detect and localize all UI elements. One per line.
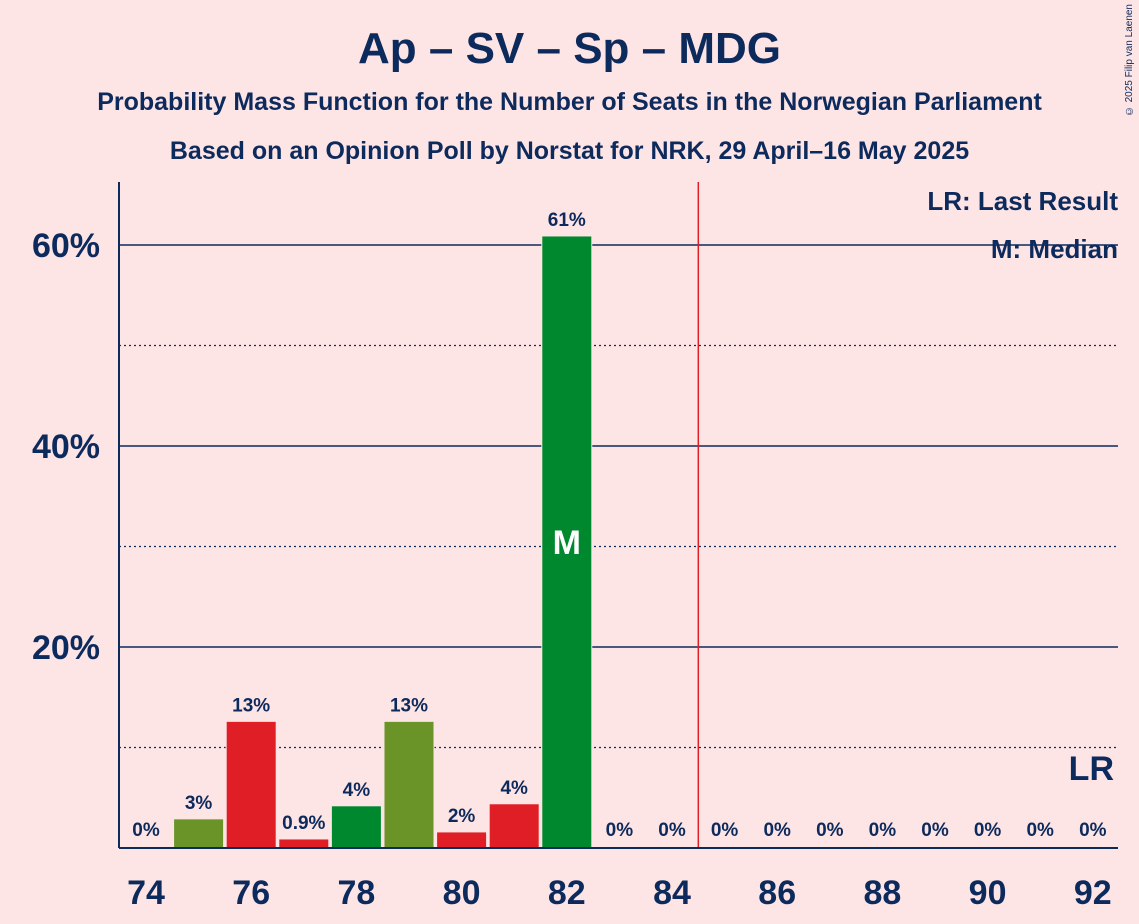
bar-value-label: 13% [390, 695, 428, 716]
legend-median: M: Median [991, 234, 1118, 264]
bar-value-label: 0% [1079, 820, 1107, 841]
bar-value-label: 4% [343, 780, 371, 801]
bar-value-label: 0% [658, 820, 686, 841]
bar-value-label: 0% [816, 820, 844, 841]
bar-value-label: 0% [606, 820, 634, 841]
bar-value-label: 0% [974, 820, 1002, 841]
bar-value-label: 0% [132, 820, 160, 841]
bar-value-label: 61% [548, 210, 586, 231]
bar-value-label: 0% [711, 820, 739, 841]
bar-value-label: 0.9% [282, 813, 325, 834]
bar-value-label: 3% [185, 793, 213, 814]
x-tick-label: 88 [863, 874, 901, 912]
bar-value-label: 0% [1026, 820, 1054, 841]
bar-value-label: 0% [763, 820, 791, 841]
chart-subtitle-poll: Based on an Opinion Poll by Norstat for … [169, 137, 970, 165]
x-tick-label: 80 [443, 874, 481, 912]
chart-subtitle: Probability Mass Function for the Number… [97, 88, 1042, 116]
x-tick-label: 92 [1074, 874, 1112, 912]
bar-seat-81 [488, 803, 540, 849]
bar-seat-82 [541, 235, 593, 849]
x-tick-label: 76 [232, 874, 270, 912]
x-tick-label: 84 [653, 874, 691, 912]
chart-title: Ap – SV – Sp – MDG [358, 24, 781, 73]
bar-seat-76 [225, 720, 277, 849]
bar-value-label: 0% [921, 820, 949, 841]
bar-seat-77 [278, 838, 330, 849]
legend-last-result: LR: Last Result [927, 186, 1118, 216]
bar-value-label: 0% [869, 820, 897, 841]
bar-value-label: 13% [232, 695, 270, 716]
x-tick-label: 78 [337, 874, 375, 912]
bar-seat-78 [330, 805, 382, 849]
x-tick-label: 86 [758, 874, 796, 912]
bar-seat-79 [383, 720, 435, 849]
y-tick-label: 40% [32, 428, 100, 466]
bar-seat-75 [173, 818, 225, 849]
x-tick-label: 82 [548, 874, 586, 912]
x-tick-label: 90 [969, 874, 1007, 912]
bar-seat-80 [436, 831, 488, 849]
y-tick-label: 60% [32, 227, 100, 265]
median-marker: M [553, 524, 581, 562]
x-tick-label: 74 [127, 874, 165, 912]
bar-value-label: 4% [500, 778, 528, 799]
last-result-marker: LR [1069, 750, 1114, 788]
bar-value-label: 2% [448, 806, 476, 827]
y-tick-label: 20% [32, 629, 100, 667]
